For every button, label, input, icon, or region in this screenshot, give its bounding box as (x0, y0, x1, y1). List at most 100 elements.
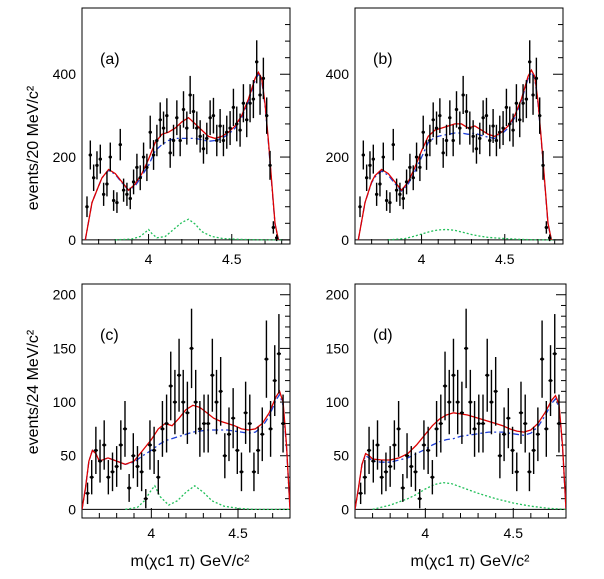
data-point (409, 446, 414, 487)
data-marker (165, 114, 169, 118)
data-point (381, 142, 385, 172)
data-point (400, 473, 405, 502)
data-point (268, 150, 272, 180)
x-tick-label: 4 (418, 251, 426, 267)
data-point (152, 426, 157, 474)
data-marker (401, 486, 405, 490)
x-axis-title-right: m(χc1 π) GeV/c² (411, 553, 531, 570)
data-marker (434, 126, 439, 130)
data-marker (421, 130, 425, 134)
data-marker (244, 411, 248, 415)
data-point (534, 57, 539, 100)
background-fit-curve (355, 397, 566, 510)
data-marker (398, 192, 402, 196)
data-point (88, 140, 92, 170)
data-point (531, 75, 535, 115)
data-marker (430, 475, 434, 479)
data-marker (515, 470, 519, 474)
data-point (171, 124, 176, 157)
data-point (225, 115, 229, 149)
y-tick-label: 200 (53, 149, 77, 165)
data-point (361, 140, 365, 170)
data-marker (90, 475, 94, 479)
data-point (379, 460, 384, 495)
data-point (366, 426, 372, 474)
data-point (260, 407, 265, 462)
data-marker (439, 421, 443, 426)
y-tick-label: 200 (326, 287, 350, 303)
data-point (438, 394, 443, 453)
plot-area (82, 308, 290, 511)
data-point (396, 401, 401, 457)
panel-b: 0 200 400 4 4.5 (b) (326, 7, 564, 267)
data-marker (123, 427, 127, 431)
panel-label: (c) (100, 327, 119, 344)
data-marker (438, 114, 442, 118)
data-marker (256, 448, 260, 452)
data-point (160, 401, 165, 457)
data-marker (443, 384, 447, 388)
data-marker (185, 126, 189, 130)
data-point (151, 140, 156, 170)
data-marker (175, 116, 179, 120)
data-marker (169, 384, 173, 388)
data-point (458, 111, 462, 145)
data-point (474, 133, 479, 164)
data-marker (115, 200, 119, 205)
data-marker (474, 147, 479, 151)
data-point (508, 106, 512, 142)
data-marker (145, 165, 149, 170)
data-point (175, 100, 179, 136)
x-tick-label: 4 (145, 251, 153, 267)
data-marker (557, 421, 561, 426)
data-marker (409, 464, 413, 469)
plot-area (357, 40, 555, 242)
data-marker (110, 470, 115, 474)
data-point (493, 356, 498, 426)
data-marker (151, 153, 156, 157)
data-point (235, 106, 239, 142)
data-marker (223, 454, 227, 458)
data-marker (218, 124, 222, 128)
data-marker (489, 400, 494, 404)
data-marker (388, 464, 392, 469)
data-point (243, 381, 248, 444)
data-marker (381, 155, 385, 159)
data-point (214, 369, 219, 435)
data-point (231, 88, 236, 126)
data-point (231, 388, 236, 449)
data-point (158, 102, 162, 138)
data-marker (178, 138, 182, 143)
data-point (388, 446, 393, 487)
y-tick-label: 100 (53, 394, 77, 410)
data-marker (451, 373, 456, 377)
x-tick-label: 4 (421, 525, 429, 541)
data-point (414, 142, 419, 172)
data-marker (418, 497, 422, 501)
data-marker (365, 176, 369, 180)
data-marker (494, 138, 499, 143)
data-point (271, 221, 276, 234)
data-point (245, 102, 249, 138)
data-marker (424, 153, 429, 157)
data-point (510, 426, 515, 474)
data-point (535, 407, 540, 462)
data-point (248, 84, 252, 123)
data-point (514, 452, 519, 492)
data-point (131, 169, 136, 195)
data-point (138, 165, 142, 191)
data-marker (164, 421, 169, 426)
data-marker (92, 176, 96, 180)
data-marker (268, 427, 273, 431)
data-marker (363, 475, 367, 479)
data-marker (498, 454, 502, 458)
data-marker (484, 114, 489, 118)
y-tick-label: 100 (326, 394, 350, 410)
data-point (147, 420, 153, 470)
data-marker (491, 124, 495, 128)
data-point (226, 407, 232, 462)
data-point (122, 401, 128, 457)
data-point (391, 128, 395, 161)
data-point (421, 420, 427, 470)
data-marker (359, 491, 363, 495)
